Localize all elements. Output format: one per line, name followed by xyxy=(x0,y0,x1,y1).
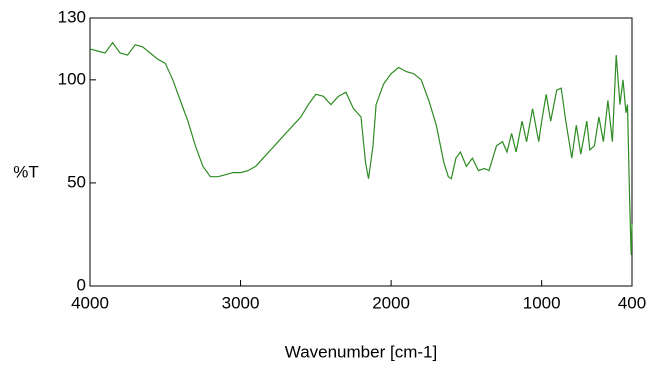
y-tick-label: 100 xyxy=(58,69,86,88)
y-axis-label: %T xyxy=(13,162,39,181)
y-tick-label: 50 xyxy=(67,172,86,191)
spectrum-line xyxy=(89,41,633,256)
y-tick-label: 130 xyxy=(58,7,86,26)
x-tick-label: 1000 xyxy=(523,293,561,312)
plot-frame xyxy=(89,17,633,287)
x-tick-label: 2000 xyxy=(372,293,410,312)
x-tick-label: 4000 xyxy=(71,293,109,312)
x-tick-label: 400 xyxy=(618,293,646,312)
y-tick-label: 0 xyxy=(77,275,86,294)
x-tick-label: 3000 xyxy=(222,293,260,312)
x-axis-label: Wavenumber [cm-1] xyxy=(285,342,437,361)
